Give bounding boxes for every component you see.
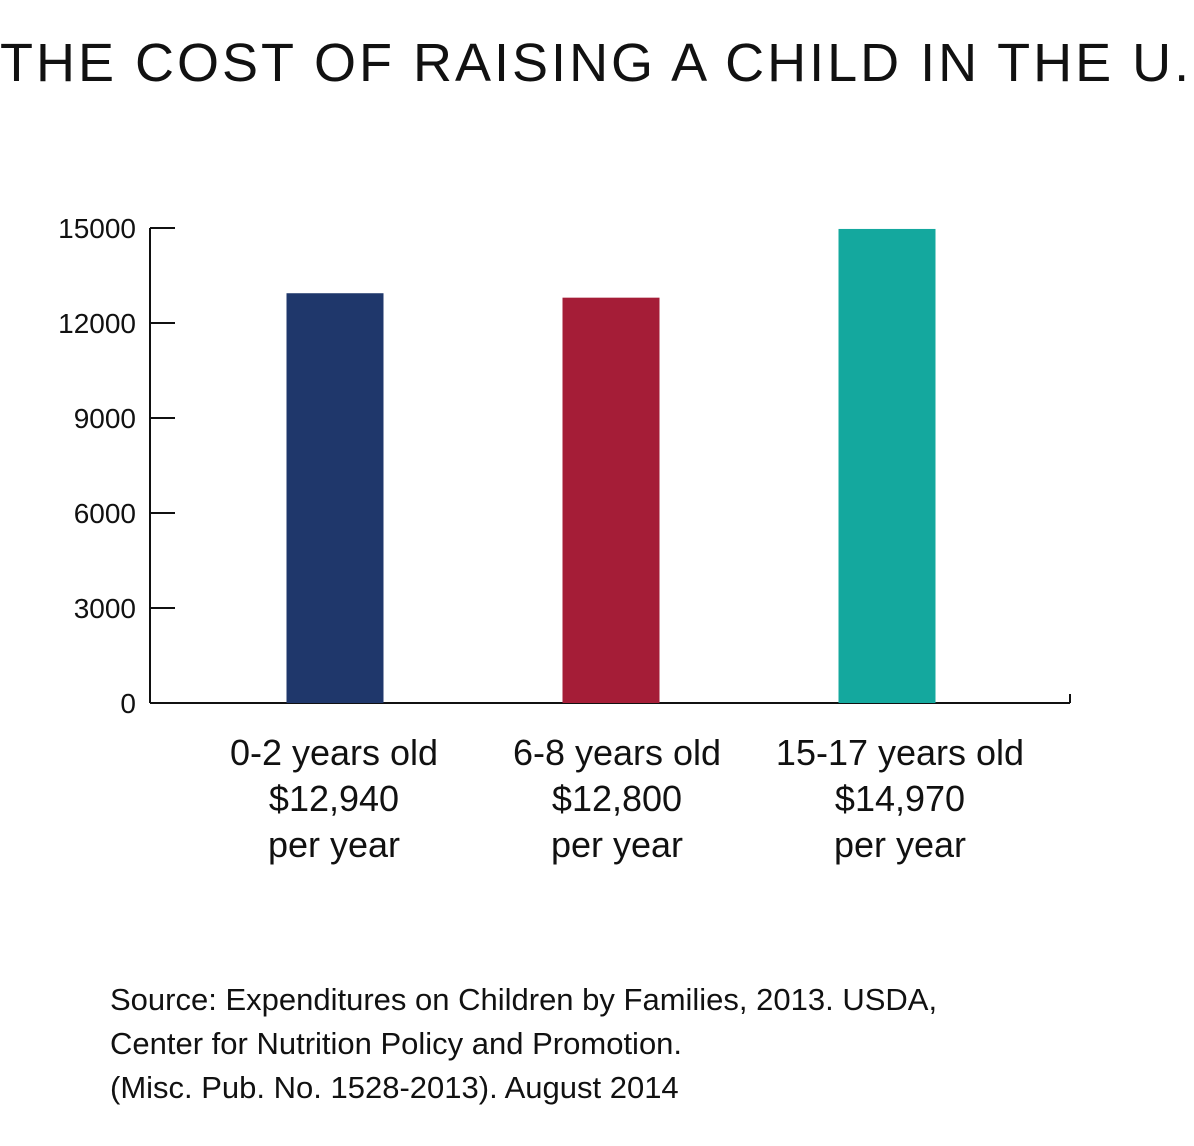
source-line-1: Source: Expenditures on Children by Fami… [110,982,938,1017]
source-note: Source: Expenditures on Children by Fami… [110,978,1110,1110]
y-tick-label-1: 3000 [74,593,136,624]
category-value: $14,970 [834,778,966,819]
y-tick-label-4: 12000 [58,308,136,339]
category-label-0: 0-2 years old $12,940 per year [194,730,474,868]
category-label-1: 6-8 years old $12,800 per year [477,730,757,868]
y-tick-label-3: 9000 [74,403,136,434]
bar-1 [562,297,660,703]
category-unit: per year [267,824,401,865]
y-tick-label-5: 15000 [58,213,136,244]
category-name: 15-17 years old [775,732,1025,773]
source-line-3: (Misc. Pub. No. 1528-2013). August 2014 [110,1070,679,1105]
category-name: 0-2 years old [229,732,439,773]
category-value: $12,940 [268,778,400,819]
chart-title: THE COST OF RAISING A CHILD IN THE U.S. [0,33,1194,93]
category-unit: per year [550,824,684,865]
bar-2 [838,228,936,703]
category-value: $12,800 [551,778,683,819]
source-line-2: Center for Nutrition Policy and Promotio… [110,1026,683,1061]
y-tick-label-0: 0 [120,688,136,719]
category-label-2: 15-17 years old $14,970 per year [760,730,1040,868]
bar-0 [286,293,384,703]
y-tick-label-2: 6000 [74,498,136,529]
category-unit: per year [833,824,967,865]
category-name: 6-8 years old [512,732,722,773]
